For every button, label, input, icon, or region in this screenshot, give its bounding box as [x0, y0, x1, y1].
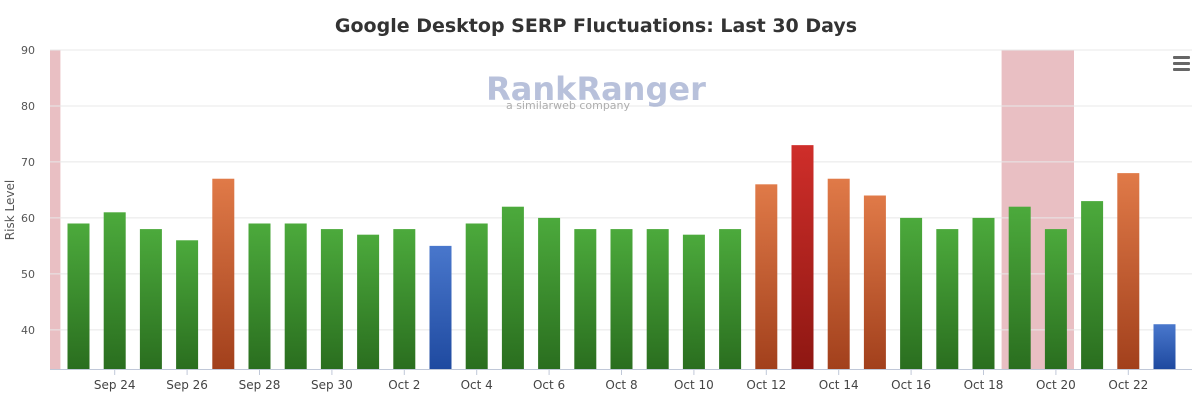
- y-tick-label: 60: [21, 212, 35, 225]
- bar-oct-22[interactable]: [1117, 173, 1140, 369]
- x-tick-label: Oct 22: [1108, 378, 1148, 392]
- bar-oct-13[interactable]: [791, 145, 814, 369]
- x-tick-label: Oct 10: [674, 378, 714, 392]
- bar-oct-17[interactable]: [936, 229, 959, 369]
- x-tick-label: Oct 4: [461, 378, 493, 392]
- bar-sep-25[interactable]: [139, 229, 162, 369]
- bar-oct-7[interactable]: [574, 229, 597, 369]
- x-tick-label: Sep 24: [94, 378, 136, 392]
- bar-oct-6[interactable]: [538, 217, 561, 369]
- bar-sep-24[interactable]: [103, 212, 126, 369]
- bar-oct-18[interactable]: [972, 217, 995, 369]
- x-tick-label: Oct 12: [746, 378, 786, 392]
- bar-oct-12[interactable]: [755, 184, 778, 369]
- bar-sep-27[interactable]: [212, 178, 235, 369]
- bar-oct-21[interactable]: [1081, 201, 1104, 369]
- x-tick-label: Oct 14: [819, 378, 859, 392]
- y-tick-label: 50: [21, 268, 35, 281]
- watermark-tagline: a similarweb company: [506, 99, 631, 112]
- y-tick-label: 90: [21, 44, 35, 57]
- rankranger-watermark: RankRanger a similarweb company: [486, 70, 706, 112]
- x-tick-label: Oct 6: [533, 378, 565, 392]
- chart-title: Google Desktop SERP Fluctuations: Last 3…: [335, 15, 857, 37]
- bar-oct-8[interactable]: [610, 229, 633, 369]
- y-axis-ticks: 40 50 60 70 80 90: [21, 44, 35, 337]
- bar-oct-23[interactable]: [1153, 324, 1176, 369]
- bar-sep-30[interactable]: [320, 229, 343, 369]
- bar-oct-19[interactable]: [1008, 206, 1031, 369]
- x-tick-label: Sep 26: [166, 378, 208, 392]
- bar-oct-3[interactable]: [429, 245, 452, 369]
- bar-oct-5[interactable]: [501, 206, 524, 369]
- bar-oct-14[interactable]: [827, 178, 850, 369]
- x-axis-ticks: Sep 24 Sep 26 Sep 28 Sep 30 Oct 2 Oct 4 Oct 6 O…: [94, 369, 1148, 392]
- watermark-brand: RankRanger: [486, 70, 706, 108]
- y-tick-label: 40: [21, 324, 35, 337]
- x-tick-label: Oct 20: [1036, 378, 1076, 392]
- bar-oct-10[interactable]: [682, 234, 705, 369]
- bar-oct-2[interactable]: [393, 229, 416, 369]
- bar-oct-11[interactable]: [719, 229, 742, 369]
- bar-sep-26[interactable]: [176, 240, 199, 369]
- y-tick-label: 80: [21, 100, 35, 113]
- bar-sep-23[interactable]: [67, 223, 90, 369]
- x-tick-label: Sep 28: [239, 378, 281, 392]
- bar-oct-20[interactable]: [1044, 229, 1067, 369]
- bar-oct-1[interactable]: [357, 234, 380, 369]
- x-tick-label: Oct 18: [964, 378, 1004, 392]
- x-tick-label: Oct 2: [388, 378, 420, 392]
- bar-oct-15[interactable]: [863, 195, 886, 369]
- y-tick-label: 70: [21, 156, 35, 169]
- bar-series: [67, 145, 1176, 369]
- bar-oct-4[interactable]: [465, 223, 488, 369]
- x-tick-label: Oct 16: [891, 378, 931, 392]
- x-tick-label: Oct 8: [605, 378, 637, 392]
- y-axis-label: Risk Level: [3, 180, 17, 240]
- bar-oct-9[interactable]: [646, 229, 669, 369]
- bar-oct-16[interactable]: [900, 217, 923, 369]
- bar-sep-28[interactable]: [248, 223, 271, 369]
- bar-sep-29[interactable]: [284, 223, 307, 369]
- hamburger-menu-icon[interactable]: [1170, 52, 1192, 74]
- highlight-band: [50, 50, 61, 369]
- x-tick-label: Sep 30: [311, 378, 353, 392]
